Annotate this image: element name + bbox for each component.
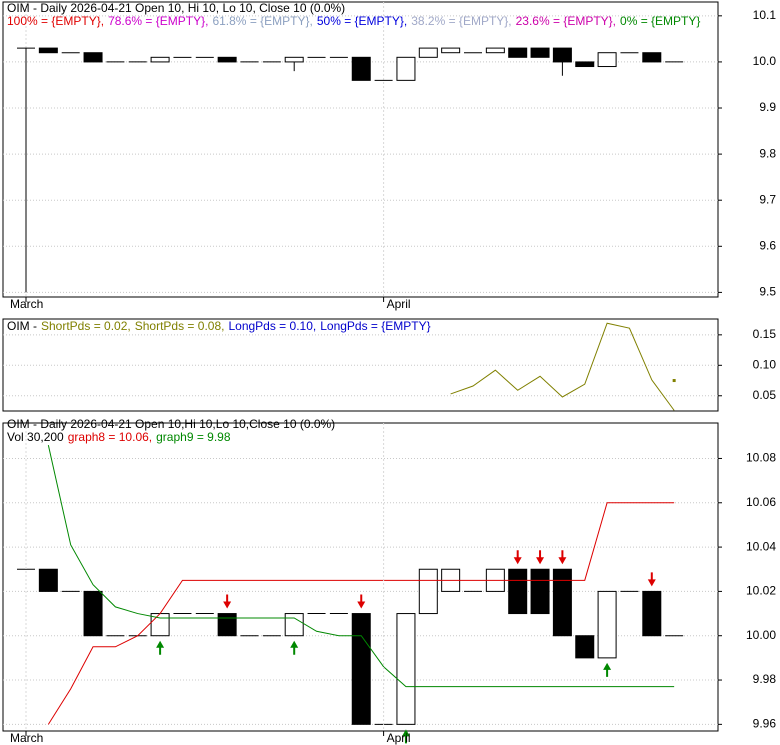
candle-body bbox=[38, 47, 58, 54]
candle-body bbox=[485, 47, 505, 54]
candle-body bbox=[217, 613, 237, 637]
sell-arrow bbox=[513, 550, 522, 565]
y-tick-label: 10.04 bbox=[746, 539, 776, 553]
y-tick-label: 9.9 bbox=[759, 100, 776, 114]
candle-body bbox=[217, 56, 237, 63]
candle-body bbox=[552, 568, 572, 637]
y-tick-label: 10.00 bbox=[746, 628, 776, 642]
legend-item: OIM - bbox=[7, 319, 37, 333]
y-tick-label: 10.0 bbox=[753, 54, 777, 68]
buy-arrow bbox=[290, 640, 299, 655]
legend-item: ShortPds = 0.08, bbox=[135, 319, 225, 333]
y-tick-label: 0.15 bbox=[753, 327, 777, 341]
candle-body bbox=[418, 47, 438, 58]
legend-item: ShortPds = 0.02, bbox=[41, 319, 131, 333]
candle-body bbox=[530, 47, 550, 58]
legend: Vol 30,200 graph8 = 10.06, graph9 = 9.98 bbox=[7, 430, 231, 444]
buy-arrow bbox=[603, 662, 612, 677]
sell-arrow bbox=[223, 594, 232, 609]
legend: 100% = {EMPTY}, 78.6% = {EMPTY}, 61.8% = {… bbox=[7, 14, 700, 28]
y-tick-label: 9.5 bbox=[759, 285, 776, 299]
candle-body bbox=[508, 47, 528, 58]
legend-item: OIM - Daily 2026-04-21 Open 10,Hi 10,Lo … bbox=[7, 417, 335, 431]
sell-arrow bbox=[558, 550, 567, 565]
line bbox=[47, 445, 675, 688]
legend-item: 23.6% = {EMPTY}, bbox=[516, 14, 616, 28]
sell-arrow bbox=[536, 550, 545, 565]
y-tick-label: 9.96 bbox=[753, 717, 777, 731]
legend: OIM - Daily 2026-04-21 Open 10, Hi 10, L… bbox=[7, 1, 345, 15]
legend-item: LongPds = 0.10, bbox=[228, 319, 316, 333]
y-tick-label: 9.6 bbox=[759, 238, 776, 252]
panel-frame bbox=[2, 1, 719, 298]
y-tick-label: 10.1 bbox=[753, 8, 777, 22]
x-tick-label: March bbox=[10, 731, 43, 745]
legend-item: 50% = {EMPTY}, bbox=[317, 14, 407, 28]
candle-body bbox=[396, 613, 416, 725]
candle-body bbox=[38, 568, 58, 592]
candle-body bbox=[396, 56, 416, 81]
y-tick-label: 0.05 bbox=[753, 388, 777, 402]
candle-body bbox=[552, 47, 572, 63]
y-tick-label: 10.08 bbox=[746, 451, 776, 465]
candle-body bbox=[642, 590, 662, 637]
legend-item: OIM - Daily 2026-04-21 Open 10, Hi 10, L… bbox=[7, 1, 345, 15]
legend-item: graph9 = 9.98 bbox=[156, 430, 231, 444]
candle-body bbox=[351, 613, 371, 725]
point bbox=[672, 379, 676, 383]
candle-body bbox=[597, 590, 617, 659]
legend-item: graph8 = 10.06, bbox=[68, 430, 152, 444]
candle-body bbox=[575, 635, 595, 659]
y-tick-label: 0.10 bbox=[753, 357, 777, 371]
legend-item: 78.6% = {EMPTY}, bbox=[108, 14, 208, 28]
sell-arrow bbox=[647, 572, 656, 587]
candle-body bbox=[418, 568, 438, 615]
candle-body bbox=[597, 52, 617, 68]
legend-item: 100% = {EMPTY}, bbox=[7, 14, 104, 28]
legend-item: LongPds = {EMPTY} bbox=[320, 319, 430, 333]
candle-body bbox=[575, 61, 595, 68]
y-tick-label: 10.02 bbox=[746, 584, 776, 598]
candle-body bbox=[642, 52, 662, 63]
x-tick-label: March bbox=[10, 297, 43, 311]
legend-item: 0% = {EMPTY} bbox=[620, 14, 700, 28]
legend: OIM - ShortPds = 0.02, ShortPds = 0.08, Lon… bbox=[7, 319, 431, 333]
candle-body bbox=[284, 613, 304, 637]
candle-body bbox=[530, 568, 550, 615]
sell-arrow bbox=[357, 594, 366, 609]
candle-body bbox=[508, 568, 528, 615]
line bbox=[450, 322, 675, 411]
candle-body bbox=[284, 56, 304, 63]
candle-body bbox=[150, 56, 170, 63]
candle-body bbox=[83, 590, 103, 637]
legend: OIM - Daily 2026-04-21 Open 10,Hi 10,Lo … bbox=[7, 417, 335, 431]
legend-item: 61.8% = {EMPTY}, bbox=[212, 14, 312, 28]
buy-arrow bbox=[401, 729, 410, 744]
y-tick-label: 9.98 bbox=[753, 672, 777, 686]
candle-body bbox=[441, 47, 461, 54]
x-tick-label: April bbox=[387, 731, 411, 745]
line bbox=[47, 502, 675, 725]
legend-item: 38.2% = {EMPTY}, bbox=[411, 14, 511, 28]
y-tick-label: 9.7 bbox=[759, 192, 776, 206]
buy-arrow bbox=[156, 640, 165, 655]
x-tick-label: April bbox=[387, 297, 411, 311]
legend-item: Vol 30,200 bbox=[7, 430, 64, 444]
candle-body bbox=[351, 56, 371, 81]
candle-body bbox=[83, 52, 103, 63]
y-tick-label: 9.8 bbox=[759, 146, 776, 160]
y-tick-label: 10.06 bbox=[746, 495, 776, 509]
